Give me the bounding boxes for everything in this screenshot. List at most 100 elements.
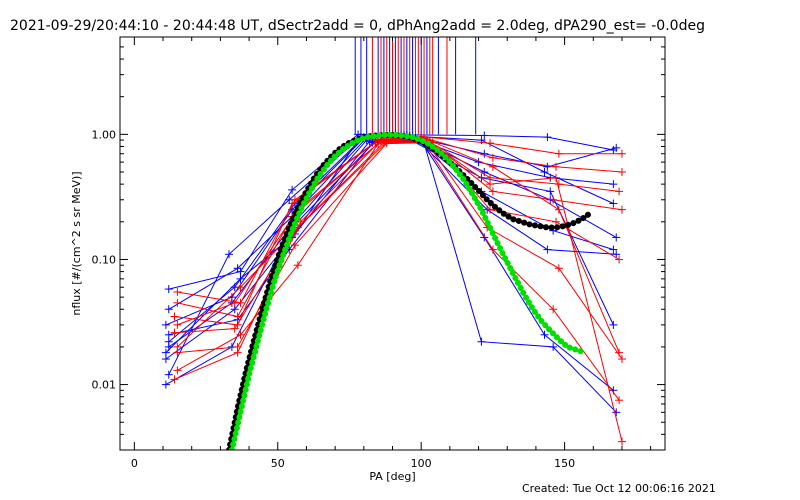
series-point: [549, 342, 558, 351]
series-point: [236, 330, 245, 339]
series-point: [170, 312, 179, 321]
series-line: [174, 138, 623, 380]
fit-curve: [228, 131, 588, 450]
series-point: [164, 337, 173, 346]
x-tick-label: 50: [271, 457, 285, 470]
series-point: [609, 320, 618, 329]
vertical-lines-group: [354, 37, 477, 135]
series-point: [552, 162, 560, 171]
series-point: [230, 298, 239, 307]
series-point: [554, 264, 563, 273]
series-point: [233, 348, 242, 357]
series-point: [233, 312, 242, 321]
series-group: [161, 130, 626, 446]
series-point: [161, 320, 170, 329]
series-point: [173, 320, 182, 329]
series-point: [554, 180, 563, 189]
series-point: [617, 168, 626, 177]
series-point: [540, 168, 549, 177]
series-line: [165, 134, 614, 353]
series-point: [480, 131, 489, 140]
series-point: [617, 149, 626, 158]
series-point: [164, 330, 173, 339]
series-line: [168, 133, 614, 290]
series-point: [543, 133, 552, 142]
series-point: [164, 305, 173, 314]
series-line: [177, 142, 620, 371]
series-point: [293, 261, 302, 270]
series-line: [177, 137, 620, 401]
series-point: [549, 195, 558, 204]
y-tick-label: 0.01: [92, 379, 117, 392]
series-point: [290, 241, 299, 250]
series-point: [173, 298, 182, 307]
series-point: [173, 342, 182, 351]
series-point: [552, 217, 560, 226]
series-point: [612, 143, 621, 152]
series-point: [486, 180, 495, 189]
fit-curves-group: [226, 131, 594, 450]
y-tick-label: 1.00: [92, 128, 117, 141]
series-point: [164, 370, 173, 379]
series-point: [615, 187, 624, 196]
series-point: [480, 149, 489, 158]
series-line: [174, 139, 620, 334]
series-point: [540, 330, 549, 339]
series-point: [609, 245, 618, 254]
series-point: [615, 348, 624, 357]
series-point: [554, 205, 563, 214]
series-line: [174, 140, 620, 353]
series-point: [554, 149, 563, 158]
series-point: [236, 274, 245, 283]
created-timestamp: Created: Tue Oct 12 00:06:16 2021: [522, 482, 716, 495]
series-point: [236, 283, 245, 292]
series-point: [233, 320, 242, 329]
series-point: [615, 255, 624, 264]
x-tick-label: 100: [411, 457, 432, 470]
series-point: [161, 348, 170, 357]
series-point: [615, 396, 624, 405]
series-point: [477, 337, 486, 346]
series-point: [288, 185, 297, 194]
series-point: [609, 180, 618, 189]
series-point: [288, 199, 297, 208]
series-point: [612, 408, 621, 417]
series-point: [486, 139, 495, 148]
series-point: [617, 355, 626, 364]
series-point: [617, 437, 626, 446]
series-point: [382, 137, 391, 146]
series-point: [488, 245, 497, 254]
series-line: [177, 136, 622, 304]
series-point: [612, 233, 621, 242]
series-point: [488, 162, 497, 171]
series-point: [609, 199, 618, 208]
series-point: [552, 173, 560, 182]
chart-title: 2021-09-29/20:44:10 - 20:44:48 UT, dSect…: [10, 18, 705, 34]
series-point: [488, 187, 497, 196]
series-point: [480, 233, 489, 242]
x-axis-label: PA [deg]: [369, 470, 415, 483]
series-point: [170, 328, 179, 337]
x-tick-label: 150: [554, 457, 575, 470]
series-point: [488, 153, 497, 162]
series-point: [543, 245, 552, 254]
series-point: [612, 250, 621, 259]
series-point: [225, 250, 233, 259]
series-point: [549, 305, 558, 314]
series-point: [233, 264, 242, 273]
series-point: [617, 205, 626, 214]
y-tick-label: 0.10: [92, 253, 117, 266]
series-point: [173, 366, 182, 375]
series-line: [165, 140, 617, 413]
axes-group: 0 50 100 150 0.01 0.10 1.00: [92, 36, 666, 470]
series-point: [543, 162, 552, 171]
series-line: [177, 140, 623, 354]
series-point: [164, 285, 173, 294]
series-point: [486, 205, 495, 214]
series-point: [161, 380, 170, 389]
series-point: [173, 287, 182, 296]
y-axis-label: nflux [#/(cm^2 s sr MeV)]: [70, 171, 83, 315]
x-tick-label: 0: [131, 457, 138, 470]
series-point: [546, 187, 555, 196]
